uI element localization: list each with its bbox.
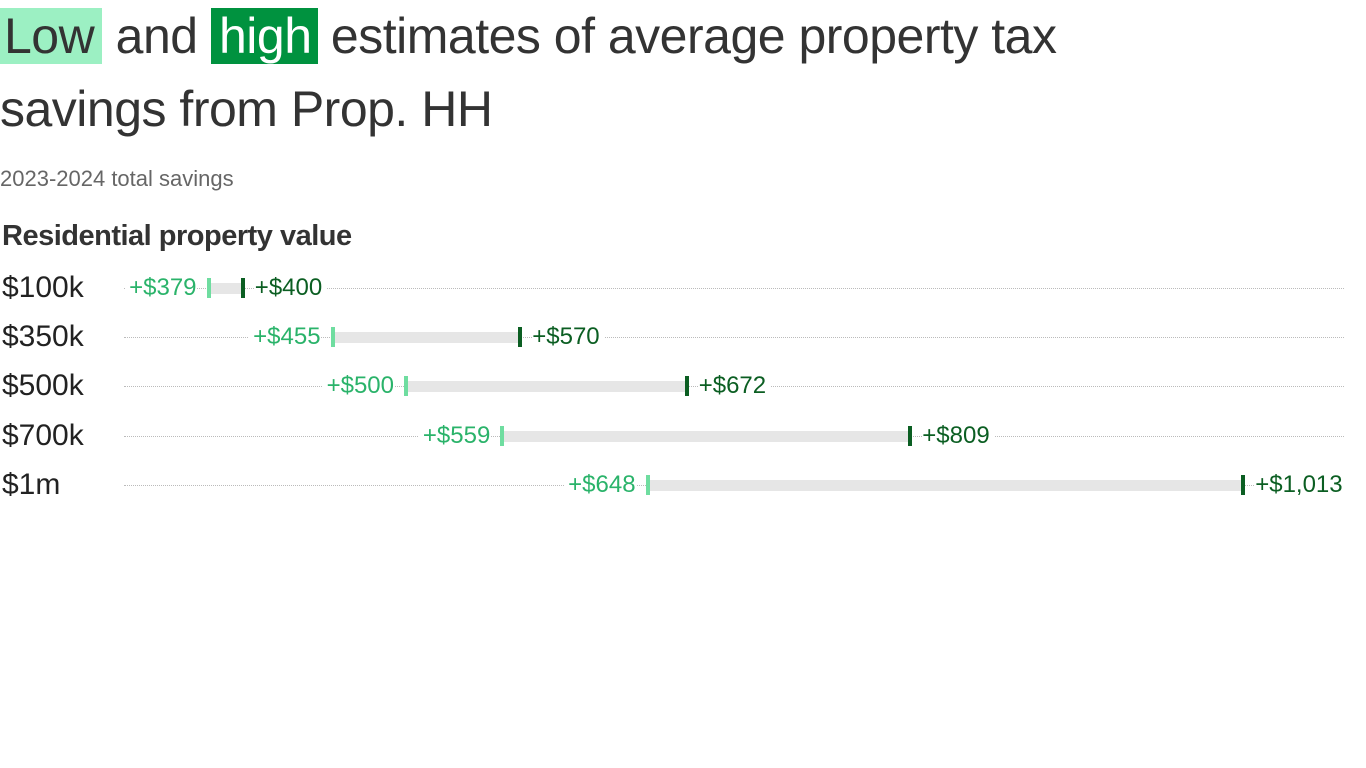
low-tick — [404, 376, 408, 396]
low-tick — [645, 475, 650, 495]
low-tick — [206, 278, 211, 298]
high-value-label: +$809 — [922, 416, 994, 456]
high-tick — [908, 426, 913, 446]
low-value-label: +$379 — [125, 268, 197, 308]
chart-subtitle: 2023-2024 total savings — [0, 166, 234, 191]
title-rest: estimates of average property tax — [330, 8, 1057, 64]
high-tick — [684, 376, 689, 396]
category-label: $1m — [2, 468, 61, 501]
chart-row: $700k +$559 +$809 — [0, 416, 1366, 456]
high-tick — [240, 278, 245, 298]
row-guide-line — [124, 288, 1344, 289]
range-bar — [647, 480, 1244, 491]
category-label: $700k — [2, 419, 84, 452]
title-and: and — [115, 8, 198, 64]
high-value-label: +$1,013 — [1255, 465, 1347, 505]
low-value-label: +$455 — [249, 317, 321, 357]
range-bar — [502, 431, 911, 442]
low-value-label: +$648 — [564, 465, 636, 505]
chart-title: Low and high estimates of average proper… — [0, 0, 1366, 146]
high-tick — [1241, 475, 1246, 495]
title-high-highlight: high — [210, 8, 318, 64]
low-tick — [330, 327, 335, 347]
low-value-label: +$559 — [418, 416, 491, 456]
chart-row: $100k +$379 +$400 — [0, 268, 1366, 308]
title-low-highlight: Low — [0, 8, 103, 64]
category-label: $500k — [2, 369, 84, 402]
chart-row: $350k +$455 +$570 — [0, 317, 1366, 357]
title-line2: savings from Prop. HH — [0, 81, 493, 137]
chart-row: $500k +$500 +$672 — [0, 366, 1366, 406]
category-label: $100k — [2, 271, 84, 304]
axis-title: Residential property value — [2, 220, 352, 252]
range-bar — [406, 381, 687, 392]
range-bar — [208, 283, 243, 294]
high-value-label: +$400 — [254, 268, 327, 308]
high-tick — [518, 327, 523, 347]
high-value-label: +$672 — [698, 366, 771, 406]
range-bar — [332, 332, 521, 343]
chart-row: $1m +$648 +$1,013 — [0, 465, 1366, 505]
low-tick — [500, 426, 505, 446]
category-label: $350k — [2, 320, 84, 353]
high-value-label: +$570 — [532, 317, 604, 357]
row-guide-line — [124, 337, 1344, 338]
low-value-label: +$500 — [322, 366, 394, 406]
